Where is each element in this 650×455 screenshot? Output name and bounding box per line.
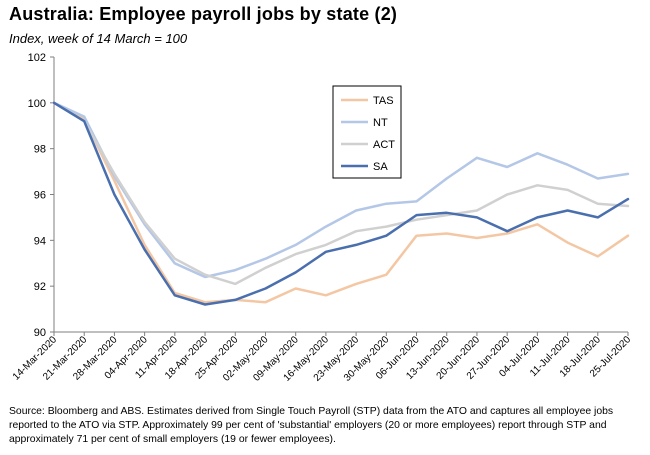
series-line-act — [52, 101, 630, 286]
series-line-sa — [52, 101, 630, 306]
legend-label-nt: NT — [373, 117, 388, 129]
legend-label-sa: SA — [373, 161, 388, 173]
series-line-nt — [52, 101, 630, 279]
chart-subtitle: Index, week of 14 March = 100 — [9, 31, 188, 46]
y-tick-label: 98 — [34, 144, 46, 156]
chart-title: Australia: Employee payroll jobs by stat… — [9, 4, 398, 24]
y-tick-label: 90 — [34, 327, 46, 339]
legend-box — [332, 85, 402, 179]
series-line-tas — [52, 101, 630, 304]
y-tick-label: 96 — [34, 190, 46, 202]
legend-label-tas: TAS — [373, 95, 394, 107]
source-note: Source: Bloomberg and ABS. Estimates der… — [9, 406, 614, 445]
y-tick-label: 94 — [34, 235, 46, 247]
legend-label-act: ACT — [373, 139, 395, 151]
y-tick-label: 92 — [34, 281, 46, 293]
y-tick-label: 100 — [28, 98, 46, 110]
y-tick-label: 102 — [28, 52, 46, 64]
